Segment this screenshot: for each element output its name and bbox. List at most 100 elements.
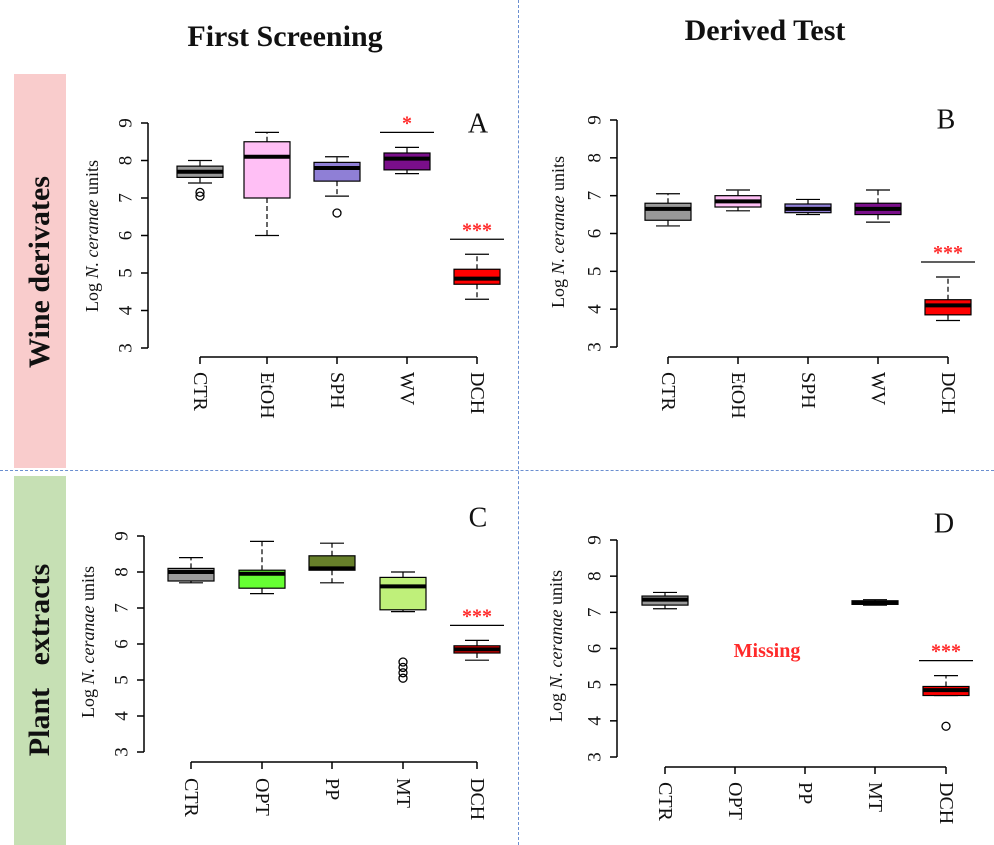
panel-letter: B bbox=[937, 105, 956, 136]
box-dch: *** bbox=[919, 641, 973, 731]
outlier-point bbox=[398, 668, 408, 678]
x-tick-label-ctr: CTR bbox=[657, 372, 679, 412]
significance-stars: *** bbox=[931, 641, 961, 663]
x-tick-label-opt: OPT bbox=[724, 782, 746, 820]
significance-stars: * bbox=[402, 112, 412, 134]
x-tick-label-sph: SPH bbox=[326, 372, 348, 409]
box-dch: *** bbox=[450, 219, 504, 300]
x-tick-label-dch: DCH bbox=[937, 372, 959, 414]
x-tick-label-opt: OPT bbox=[251, 778, 273, 816]
vertical-divider bbox=[518, 0, 519, 845]
y-tick-label: 4 bbox=[112, 711, 133, 721]
outlier-point bbox=[941, 721, 951, 731]
y-tick-label: 6 bbox=[585, 229, 606, 239]
box-etoh bbox=[243, 131, 291, 237]
outlier-point bbox=[398, 662, 408, 673]
missing-annotation: Missing bbox=[734, 640, 801, 662]
box-body bbox=[243, 141, 291, 199]
panel-letter: D bbox=[934, 509, 954, 540]
x-tick-label-sph: SPH bbox=[797, 372, 819, 409]
x-tick-label-dch: DCH bbox=[935, 782, 957, 824]
column-header-first-screening: First Screening bbox=[187, 20, 383, 53]
y-tick-label: 4 bbox=[585, 716, 606, 726]
y-tick-label: 5 bbox=[585, 267, 606, 277]
box-body bbox=[379, 576, 427, 611]
y-tick-label: 7 bbox=[116, 193, 137, 203]
x-tick-label-mt: MT bbox=[864, 782, 886, 812]
outlier-point bbox=[195, 187, 205, 198]
y-tick-label: 5 bbox=[112, 675, 133, 685]
x-tick-label-dch: DCH bbox=[466, 778, 488, 820]
y-tick-label: 7 bbox=[585, 191, 606, 201]
y-tick-label: 6 bbox=[112, 639, 133, 649]
y-tick-label: 9 bbox=[585, 115, 606, 125]
panel-c: 3 4 5 6 7 8 9 Log N. ceranae units CTR OPT PP MT DCH… bbox=[78, 503, 504, 820]
box-body bbox=[644, 202, 692, 221]
x-tick-label-wv: WV bbox=[867, 372, 889, 406]
y-tick-label: 8 bbox=[112, 567, 133, 577]
box-mt bbox=[851, 599, 899, 606]
y-tick-label: 5 bbox=[585, 680, 606, 690]
significance-stars: *** bbox=[462, 605, 492, 627]
y-tick-label: 3 bbox=[585, 342, 606, 352]
y-tick-label: 7 bbox=[585, 608, 606, 618]
box-wv: * bbox=[380, 112, 434, 175]
x-tick-label-wv: WV bbox=[396, 372, 418, 406]
outlier-point bbox=[398, 673, 408, 683]
x-tick-label-dch: DCH bbox=[466, 372, 488, 414]
y-axis-label: Log N. ceranae units bbox=[546, 570, 566, 722]
panel-a: 3 4 5 6 7 8 9 Log N. ceranae units CTR EtOH SPH WV D… bbox=[82, 109, 504, 419]
outlier-point bbox=[398, 657, 408, 667]
outlier-point bbox=[195, 191, 205, 201]
x-tick-label-etoh: EtOH bbox=[727, 372, 749, 419]
box-dch: *** bbox=[450, 605, 504, 661]
box-ctr bbox=[644, 193, 692, 227]
significance-stars: *** bbox=[933, 242, 963, 264]
y-tick-label: 3 bbox=[585, 752, 606, 762]
y-axis-label: Log N. ceranae units bbox=[548, 156, 568, 308]
box-sph bbox=[784, 198, 832, 216]
panel-letter: C bbox=[469, 503, 488, 534]
row-band-plant bbox=[14, 476, 66, 845]
y-axis-label: Log N. ceranae units bbox=[82, 160, 102, 312]
x-tick-label-etoh: EtOH bbox=[256, 372, 278, 419]
y-tick-label: 6 bbox=[585, 644, 606, 654]
box-opt bbox=[238, 540, 286, 595]
y-tick-label: 4 bbox=[116, 305, 137, 315]
y-tick-label: 3 bbox=[116, 343, 137, 353]
box-body bbox=[383, 152, 431, 171]
y-tick-label: 8 bbox=[585, 571, 606, 581]
row-band-wine bbox=[14, 74, 66, 468]
x-tick-label-ctr: CTR bbox=[189, 372, 211, 412]
y-tick-label: 7 bbox=[112, 603, 133, 613]
box-dch: *** bbox=[921, 242, 975, 322]
panel-b: 3 4 5 6 7 8 9 Log N. ceranae units CTR EtOH SPH WV D… bbox=[548, 105, 975, 419]
y-tick-label: 6 bbox=[116, 231, 137, 241]
box-wv bbox=[854, 189, 902, 223]
box-ctr bbox=[167, 556, 215, 584]
significance-stars: *** bbox=[462, 219, 492, 241]
y-tick-label: 9 bbox=[585, 535, 606, 545]
box-etoh bbox=[714, 189, 762, 212]
x-tick-label-mt: MT bbox=[392, 778, 414, 808]
y-tick-label: 8 bbox=[116, 156, 137, 166]
y-axis-label: Log N. ceranae units bbox=[78, 566, 98, 718]
y-tick-label: 9 bbox=[112, 531, 133, 541]
box-ctr bbox=[641, 591, 689, 610]
box-mt bbox=[379, 571, 427, 683]
y-tick-label: 3 bbox=[112, 747, 133, 757]
x-tick-label-ctr: CTR bbox=[180, 778, 202, 818]
outlier-point bbox=[332, 208, 342, 218]
x-tick-label-pp: PP bbox=[321, 778, 343, 800]
y-tick-label: 8 bbox=[585, 153, 606, 163]
panel-d: 3 4 5 6 7 8 9 Log N. ceranae units CTR OPT PP MT DCH… bbox=[546, 509, 973, 824]
box-ctr bbox=[176, 159, 224, 201]
panel-letter: A bbox=[468, 109, 489, 140]
y-tick-label: 9 bbox=[116, 118, 137, 128]
box-sph bbox=[313, 156, 361, 218]
x-tick-label-ctr: CTR bbox=[654, 782, 676, 822]
box-pp bbox=[308, 542, 356, 584]
horizontal-divider bbox=[0, 470, 994, 471]
